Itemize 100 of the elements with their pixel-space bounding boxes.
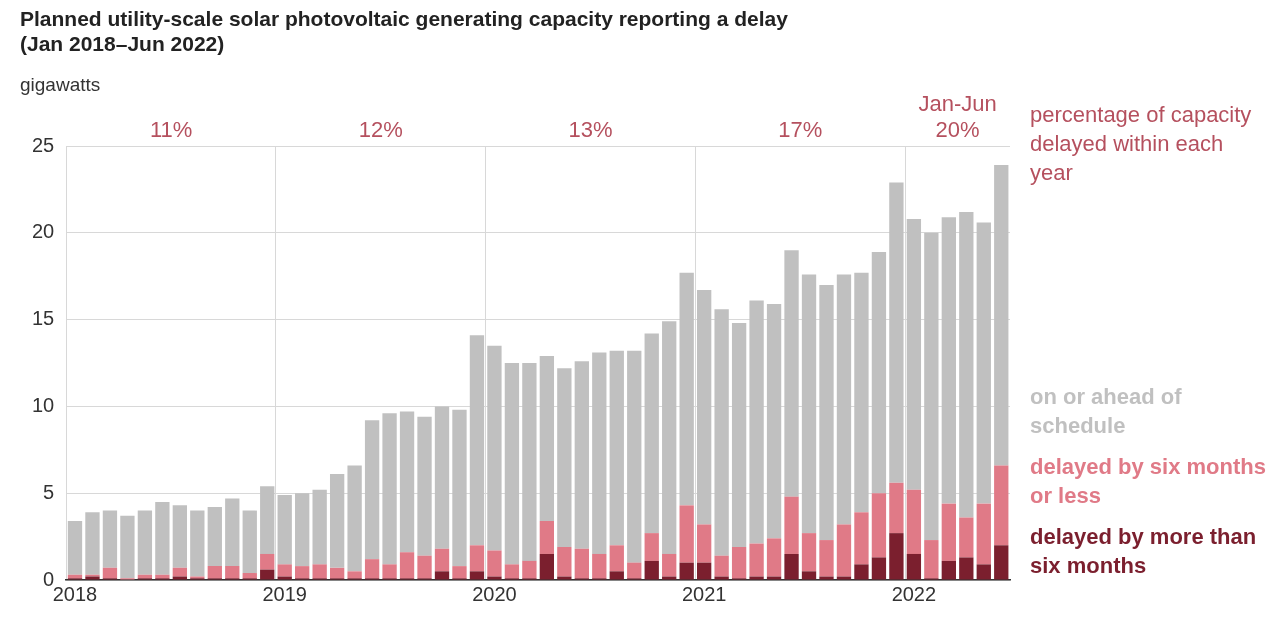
bar bbox=[102, 567, 118, 579]
bar bbox=[784, 553, 799, 580]
bar bbox=[399, 411, 415, 553]
bar bbox=[487, 550, 502, 577]
bar bbox=[941, 503, 956, 561]
bar bbox=[347, 571, 362, 579]
series-label: on or ahead of schedule bbox=[1030, 383, 1183, 440]
series-label: delayed by more than six months bbox=[1030, 523, 1258, 580]
bar bbox=[976, 222, 991, 504]
x-tick-label: 2022 bbox=[891, 582, 937, 605]
bar bbox=[155, 574, 170, 579]
y-axis-title: gigawatts bbox=[20, 74, 101, 96]
bar bbox=[557, 547, 572, 577]
bar bbox=[242, 510, 257, 574]
bar bbox=[854, 272, 869, 513]
bar bbox=[714, 309, 729, 556]
bar bbox=[924, 540, 939, 579]
bar bbox=[574, 361, 589, 549]
bar bbox=[434, 548, 450, 572]
bar bbox=[766, 576, 782, 580]
bar bbox=[417, 555, 432, 579]
bar bbox=[539, 520, 555, 554]
bar bbox=[662, 321, 677, 554]
bar bbox=[85, 512, 100, 575]
bar bbox=[696, 562, 712, 580]
bar bbox=[382, 564, 397, 579]
bar bbox=[364, 559, 380, 579]
bar bbox=[924, 232, 939, 541]
bar bbox=[382, 413, 397, 565]
bar bbox=[452, 566, 467, 579]
bar bbox=[557, 368, 572, 548]
bar bbox=[679, 505, 694, 563]
bar bbox=[260, 553, 275, 570]
bar bbox=[749, 543, 764, 577]
bar bbox=[242, 573, 257, 579]
bar bbox=[644, 560, 659, 580]
bar bbox=[662, 553, 677, 577]
bar bbox=[906, 489, 922, 554]
bar bbox=[312, 564, 327, 579]
bar bbox=[836, 274, 852, 525]
bar bbox=[504, 363, 520, 565]
bar bbox=[277, 576, 292, 580]
bar bbox=[976, 503, 991, 565]
bar bbox=[539, 553, 555, 580]
bar bbox=[644, 533, 659, 561]
bar bbox=[225, 498, 240, 567]
bar bbox=[994, 465, 1009, 546]
bar bbox=[784, 496, 799, 554]
bar bbox=[225, 566, 240, 579]
bar bbox=[190, 510, 205, 577]
chart-title: Planned utility-scale solar photovoltaic generating capacity reporting a delay bbox=[20, 6, 788, 31]
y-tick-label: 25 bbox=[32, 133, 55, 156]
bar bbox=[172, 505, 188, 568]
bar bbox=[627, 562, 642, 579]
bar bbox=[941, 560, 956, 580]
x-tick-label: 2019 bbox=[262, 582, 307, 605]
bar bbox=[207, 566, 222, 579]
bar bbox=[959, 557, 974, 580]
bar bbox=[854, 564, 869, 580]
bar bbox=[260, 569, 275, 580]
bar bbox=[487, 345, 502, 551]
series-label: delayed by six months or less bbox=[1030, 453, 1267, 510]
bar bbox=[434, 406, 450, 549]
bar bbox=[889, 182, 904, 483]
bar bbox=[749, 300, 764, 544]
chart-subtitle: (Jan 2018–Jun 2022) bbox=[20, 31, 226, 56]
bar bbox=[644, 333, 659, 534]
bar bbox=[364, 420, 380, 560]
text: 17% bbox=[778, 117, 823, 143]
bar bbox=[959, 211, 974, 518]
bar bbox=[766, 303, 782, 539]
bar bbox=[714, 555, 729, 577]
bar bbox=[312, 489, 327, 565]
bar bbox=[731, 323, 747, 548]
x-tick-label: 2020 bbox=[472, 582, 517, 605]
bar bbox=[696, 524, 712, 563]
y-tick-label: 15 bbox=[32, 307, 55, 330]
bar bbox=[819, 284, 834, 541]
y-tick-label: 5 bbox=[43, 480, 55, 503]
bar bbox=[329, 567, 345, 579]
bar bbox=[539, 356, 555, 521]
bar bbox=[662, 576, 677, 580]
bar bbox=[836, 524, 852, 577]
bar bbox=[609, 350, 624, 546]
bar bbox=[854, 512, 869, 565]
bar bbox=[417, 416, 432, 556]
bar bbox=[120, 515, 135, 579]
bar bbox=[731, 547, 747, 579]
bar bbox=[784, 250, 799, 497]
bar bbox=[452, 409, 467, 567]
bar bbox=[906, 553, 922, 580]
bar bbox=[277, 494, 292, 565]
bar bbox=[696, 290, 712, 525]
bar bbox=[522, 363, 537, 561]
bar bbox=[592, 553, 607, 579]
bar bbox=[871, 493, 887, 558]
bar bbox=[399, 552, 415, 579]
text: 12% bbox=[358, 117, 403, 143]
bar bbox=[994, 165, 1009, 466]
bar bbox=[469, 545, 485, 572]
